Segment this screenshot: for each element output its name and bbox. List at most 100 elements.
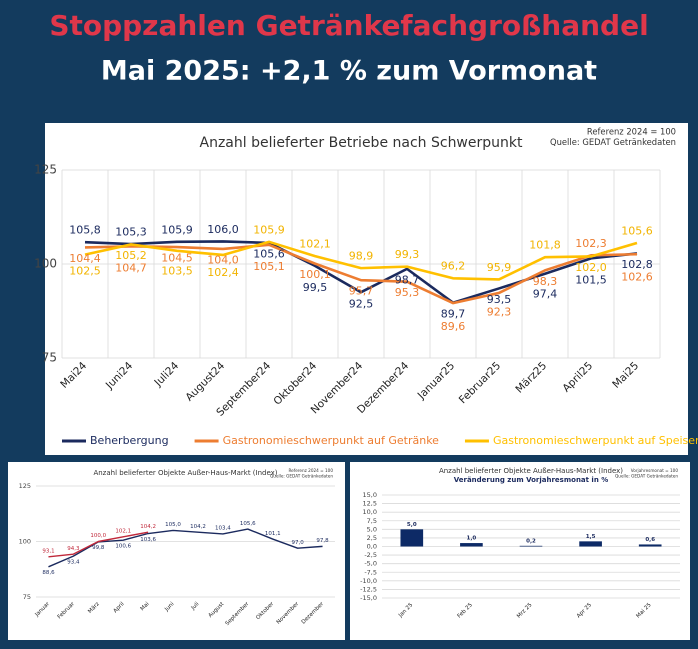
data-label: 99,3 (395, 248, 420, 261)
data-label: 102,1 (299, 238, 331, 251)
data-label: 103,5 (161, 264, 193, 277)
data-label: 93,5 (487, 293, 512, 306)
data-label: 99,5 (303, 281, 328, 294)
data-label: 94,3 (67, 546, 80, 552)
y-tick-label: -10,0 (360, 577, 377, 585)
data-label: 5,0 (407, 522, 417, 528)
annotation: Referenz 2024 = 100 (587, 127, 676, 137)
data-label: 92,5 (349, 297, 374, 310)
legend-label: Beherbergung (90, 434, 169, 447)
data-label: 106,0 (207, 223, 239, 236)
data-label: 89,7 (441, 307, 466, 320)
page-subtitle: Mai 2025: +2,1 % zum Vormonat (101, 56, 597, 87)
data-label: 1,5 (586, 534, 596, 540)
data-label: 95,7 (349, 285, 374, 298)
data-label: 104,4 (69, 252, 101, 265)
y-tick-label: 7,5 (367, 517, 377, 525)
data-label: 99,8 (92, 545, 105, 551)
data-label: 100,1 (299, 268, 331, 281)
y-tick-label: 2,5 (367, 534, 377, 542)
data-label: 97,8 (316, 538, 329, 544)
y-tick-label: 75 (23, 593, 31, 601)
y-tick-label: 125 (19, 482, 31, 490)
data-label: 89,6 (441, 320, 466, 333)
data-label: 1,0 (467, 536, 477, 542)
data-label: 104,2 (190, 524, 206, 530)
y-tick-label: -2,5 (364, 551, 377, 559)
data-label: 104,5 (161, 252, 193, 265)
data-label: 0,6 (645, 537, 655, 543)
data-label: 105,2 (115, 249, 147, 262)
x-tick-label: Mai (140, 601, 151, 612)
data-label: 105,3 (115, 226, 147, 239)
data-label: 100,6 (115, 543, 131, 549)
data-label: 101,5 (575, 274, 607, 287)
data-label: 95,9 (487, 261, 512, 274)
data-label: 102,5 (69, 265, 101, 278)
data-label: 102,0 (575, 261, 607, 274)
annotation: Referenz 2024 = 100 (288, 468, 333, 473)
data-label: 0,2 (526, 538, 536, 544)
y-tick-label: -7,5 (364, 568, 377, 576)
data-label: 98,3 (533, 275, 558, 288)
y-tick-label: 12,5 (363, 500, 377, 508)
data-label: 93,1 (42, 549, 54, 555)
data-label: 105,6 (240, 521, 256, 527)
data-label: 93,4 (67, 559, 80, 565)
y-tick-label: 75 (42, 351, 57, 365)
bar (638, 544, 662, 547)
series-line (48, 531, 149, 558)
chart-title: Anzahl belieferter Objekte Außer-Haus-Ma… (439, 467, 623, 475)
data-label: 104,0 (207, 254, 239, 267)
x-tick-label: Juli (190, 601, 201, 612)
y-tick-label: 10,0 (363, 508, 377, 516)
y-tick-label: 100 (19, 538, 31, 546)
data-label: 102,8 (621, 258, 653, 271)
data-label: 95,3 (395, 286, 420, 299)
bar (460, 543, 483, 547)
data-label: 100,0 (90, 533, 106, 539)
y-tick-label: 125 (34, 163, 57, 177)
data-label: 102,3 (575, 237, 607, 250)
bar (400, 529, 424, 547)
data-label: 97,0 (292, 540, 305, 546)
y-tick-label: 5,0 (367, 525, 377, 533)
data-label: 102,4 (207, 266, 239, 279)
data-label: 105,0 (165, 522, 181, 528)
y-tick-label: -5,0 (364, 560, 377, 568)
series-line (84, 243, 638, 305)
y-tick-label: -15,0 (360, 594, 377, 602)
data-label: 102,1 (115, 529, 131, 535)
chart-subtitle: Veränderung zum Vorjahresmonat in % (454, 476, 609, 484)
bar (579, 541, 602, 547)
data-label: 103,4 (215, 526, 231, 532)
annotation: Quelle: GEDAT Getränkedaten (615, 473, 678, 478)
legend-label: Gastronomieschwerpunkt auf Getränke (223, 434, 440, 447)
data-label: 105,1 (253, 260, 285, 273)
annotation: Vorjahresmonat = 100 (631, 468, 679, 473)
bar (519, 545, 543, 547)
data-label: 104,7 (115, 262, 147, 275)
chart-title: Anzahl belieferter Objekte Außer-Haus-Ma… (93, 469, 277, 477)
data-label: 105,6 (253, 247, 285, 260)
data-label: 92,3 (487, 306, 512, 319)
y-tick-label: 0,0 (367, 543, 377, 551)
data-label: 101,1 (265, 531, 281, 537)
page-title: Stoppzahlen Getränkefachgroßhandel (49, 9, 648, 42)
data-label: 102,6 (621, 271, 653, 284)
series-line (84, 240, 638, 281)
data-label: 98,7 (395, 273, 420, 286)
data-label: 105,6 (621, 224, 653, 237)
annotation: Quelle: GEDAT Getränkedaten (270, 473, 333, 478)
chart-title: Anzahl belieferter Betriebe nach Schwerp… (200, 135, 523, 151)
y-tick-label: 15,0 (363, 491, 377, 499)
y-tick-label: 100 (34, 257, 57, 271)
data-label: 103,6 (140, 537, 156, 543)
legend-label: Gastronomieschwerpunkt auf Speisen (493, 434, 698, 447)
annotation: Quelle: GEDAT Getränkedaten (550, 137, 676, 147)
data-label: 105,8 (69, 224, 101, 237)
chart-panel (8, 462, 345, 640)
data-label: 88,6 (42, 570, 55, 576)
data-label: 105,9 (253, 223, 285, 236)
